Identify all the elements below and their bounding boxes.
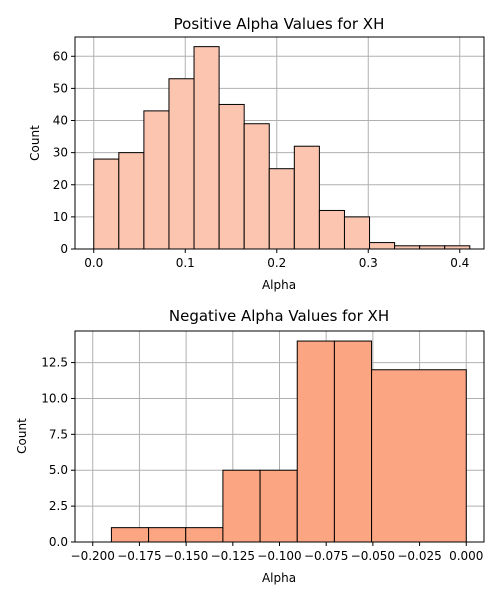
y-tick-label: 40	[53, 114, 68, 128]
histogram-bar	[168, 78, 195, 250]
histogram-bar	[318, 209, 345, 250]
y-tick-label: 10	[53, 210, 68, 224]
x-tick-label: 0.0	[84, 256, 103, 270]
histogram-bar	[193, 46, 220, 250]
chart-title: Positive Alpha Values for XH	[174, 15, 385, 33]
x-tick-label: 0.000	[449, 549, 483, 563]
y-tick-label: 20	[53, 178, 68, 192]
x-tick-label: −0.100	[257, 549, 301, 563]
histogram-bar	[343, 216, 371, 250]
y-ticks: 0.0 2.5 5.0 7.5 10.0 12.5	[41, 356, 75, 549]
histogram-bar	[110, 527, 150, 543]
bars	[110, 340, 467, 543]
x-tick-label: −0.050	[351, 549, 395, 563]
chart-title: Negative Alpha Values for XH	[169, 307, 389, 325]
histogram-bar	[143, 110, 170, 250]
positive-alpha-chart: Positive Alpha Values for XH 0.0 0.1 0.2 0.…	[28, 15, 485, 292]
histogram-bar	[333, 340, 373, 543]
y-tick-label: 60	[53, 49, 68, 63]
histogram-bar	[293, 145, 320, 250]
y-tick-label: 12.5	[41, 356, 68, 370]
histogram-bar	[218, 103, 245, 250]
histogram-bar	[243, 123, 270, 250]
y-tick-label: 2.5	[49, 499, 68, 513]
y-ticks: 0 10 20 30 40 50 60	[53, 49, 75, 256]
y-tick-label: 0.0	[49, 535, 68, 549]
y-tick-label: 5.0	[49, 463, 68, 477]
histogram-bar	[296, 340, 335, 543]
y-tick-label: 10.0	[41, 391, 68, 405]
x-tick-label: −0.075	[304, 549, 348, 563]
y-tick-label: 0	[60, 242, 68, 256]
histogram-bar	[369, 242, 396, 250]
x-ticks: 0.0 0.1 0.2 0.3 0.4	[84, 249, 469, 270]
y-axis-label: Count	[15, 418, 29, 454]
x-ticks: −0.200 −0.175 −0.150 −0.125 −0.100 −0.075 −0.0…	[71, 542, 483, 563]
histogram-bar	[222, 469, 261, 543]
histogram-bar	[259, 469, 298, 543]
histogram-bar	[268, 168, 295, 250]
x-tick-label: −0.025	[397, 549, 441, 563]
histogram-bar	[371, 369, 467, 543]
x-tick-label: −0.200	[71, 549, 115, 563]
axes-frame	[74, 36, 485, 250]
x-tick-label: 0.4	[450, 256, 469, 270]
x-axis-label: Alpha	[262, 278, 296, 292]
bars	[93, 46, 471, 250]
x-tick-label: 0.1	[176, 256, 195, 270]
y-axis-label: Count	[28, 125, 42, 161]
y-tick-label: 50	[53, 81, 68, 95]
histogram-bar	[148, 527, 187, 543]
y-tick-label: 30	[53, 146, 68, 160]
histogram-bar	[185, 527, 224, 543]
x-tick-label: −0.175	[117, 549, 161, 563]
histogram-bar	[93, 158, 120, 250]
x-tick-label: 0.2	[267, 256, 286, 270]
histogram-bar	[118, 152, 145, 250]
y-tick-label: 7.5	[49, 427, 68, 441]
x-tick-label: −0.150	[164, 549, 208, 563]
x-axis-label: Alpha	[262, 571, 296, 585]
negative-alpha-chart: Negative Alpha Values for XH −0.200 −0.17…	[15, 307, 485, 585]
x-tick-label: 0.3	[359, 256, 378, 270]
x-tick-label: −0.125	[211, 549, 255, 563]
